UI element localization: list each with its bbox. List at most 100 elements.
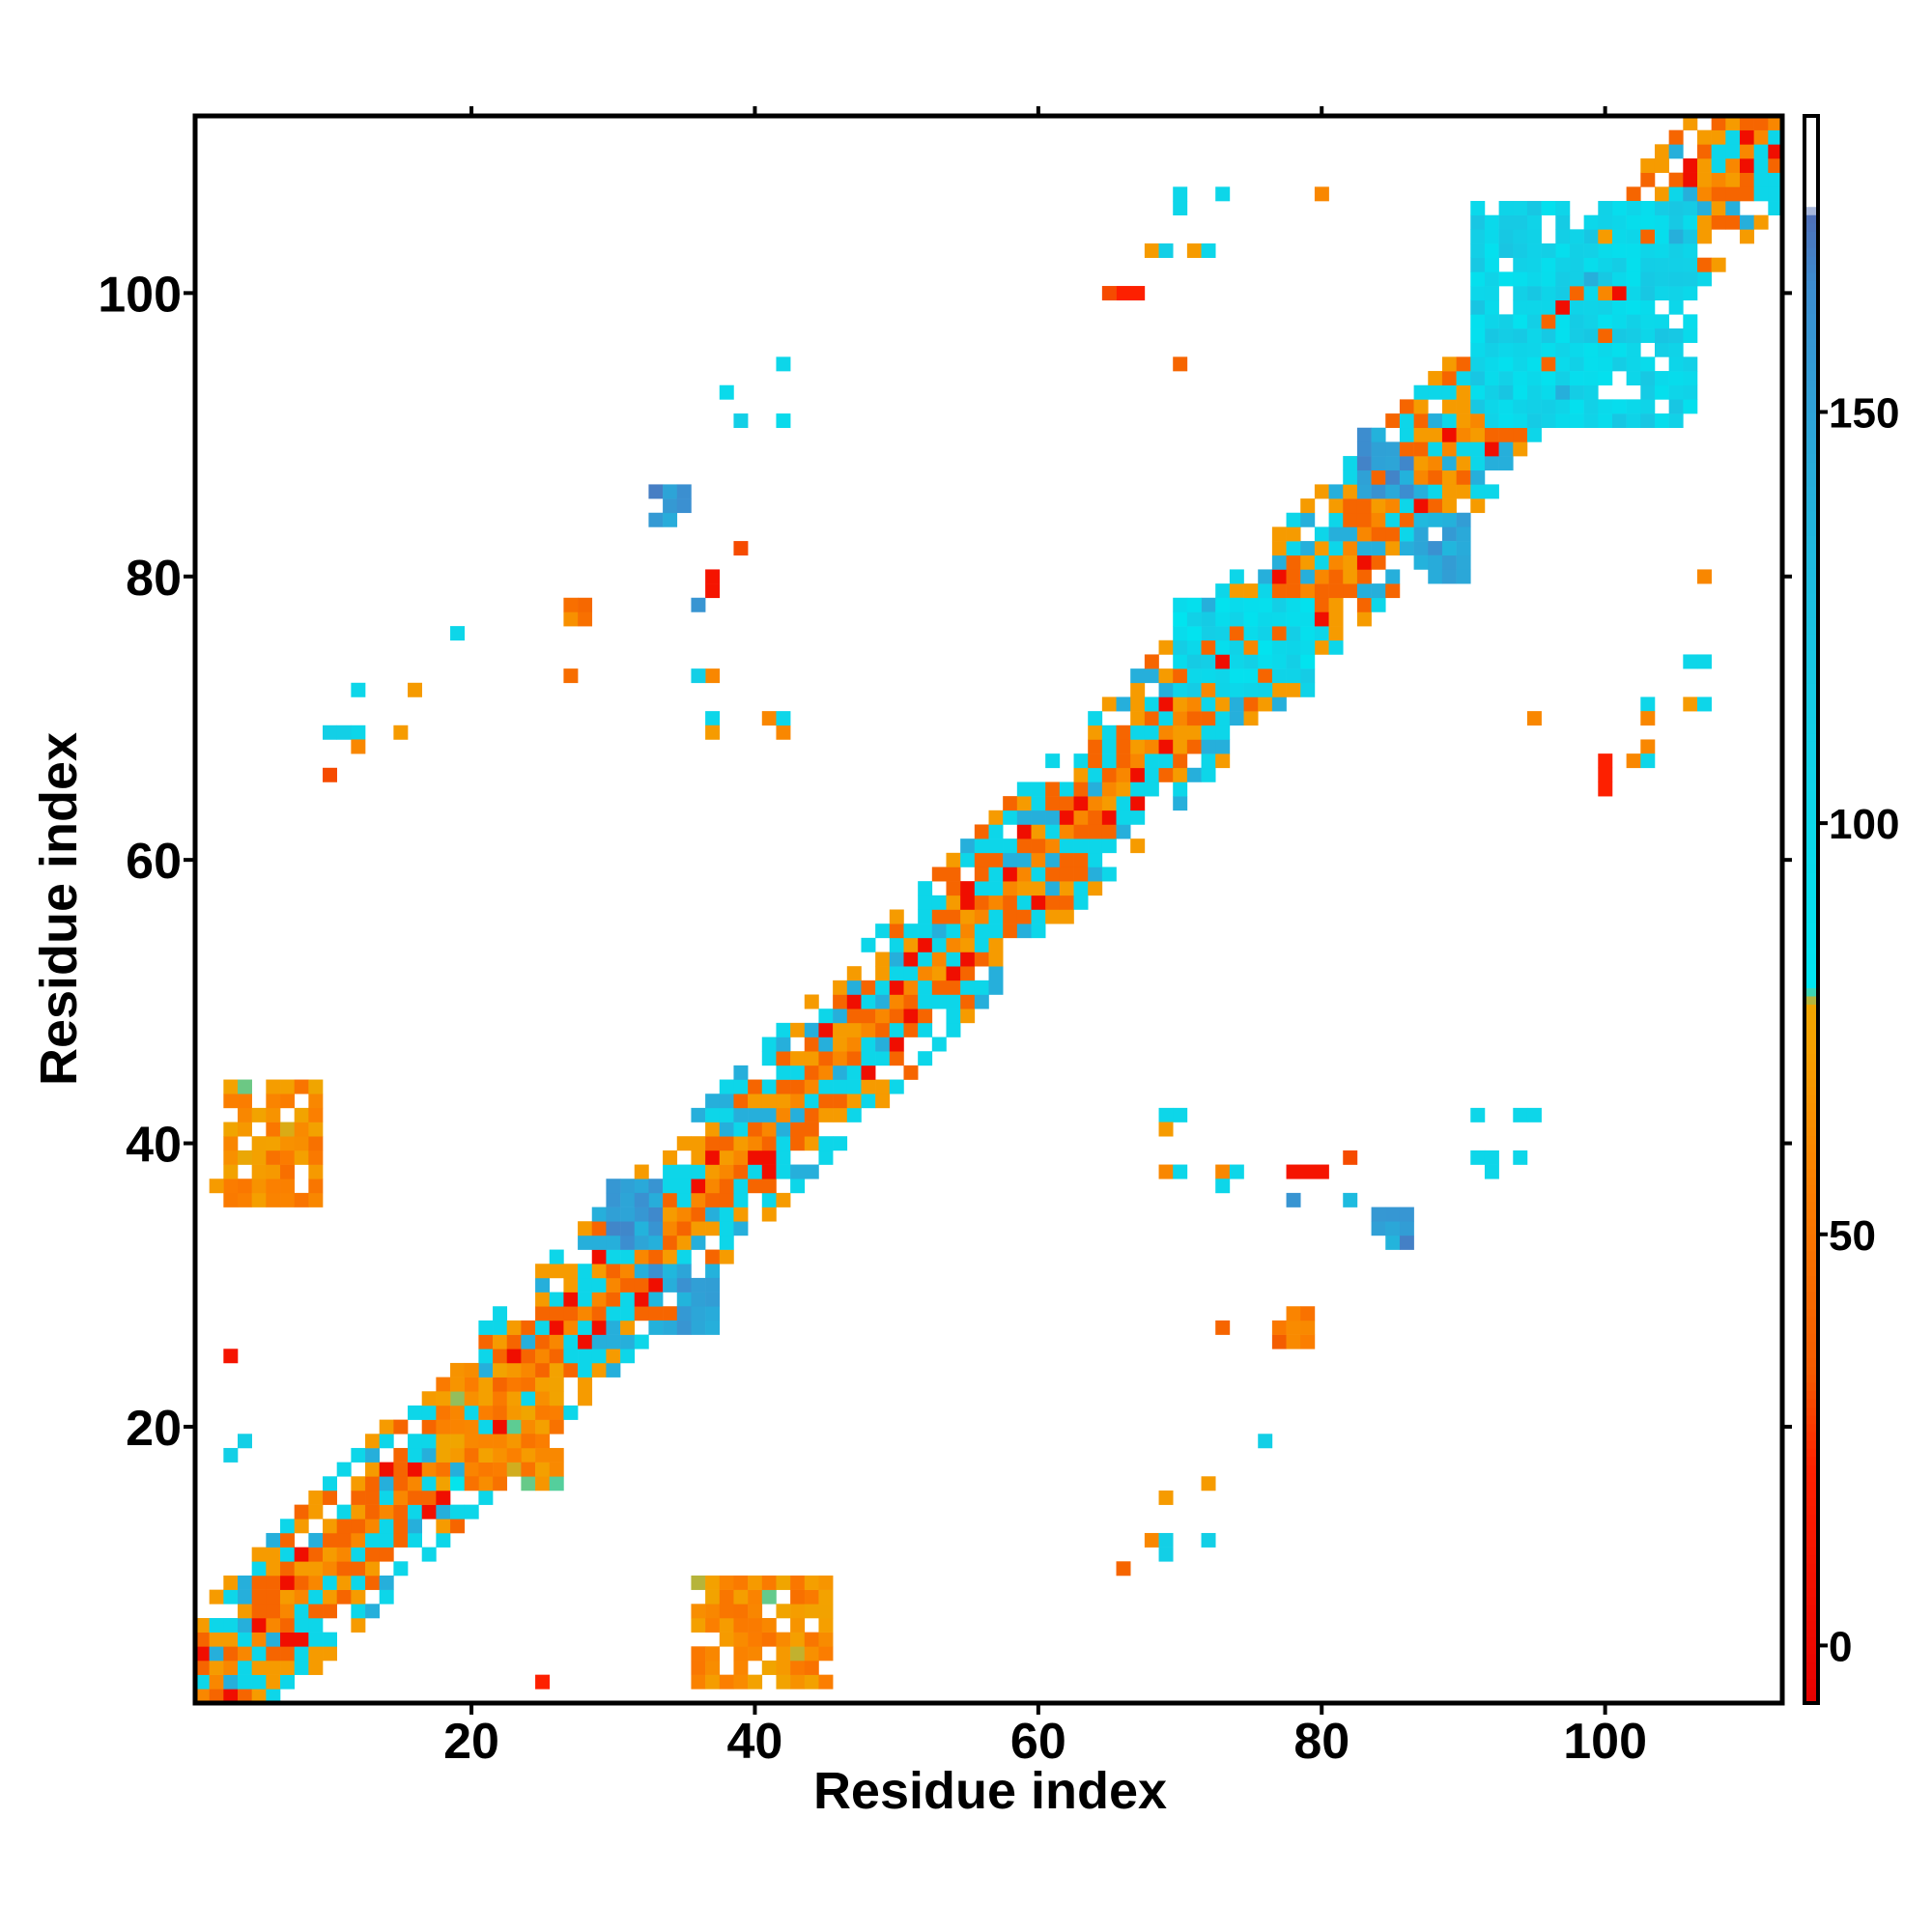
colorbar-segment: [1804, 1234, 1818, 1243]
heatmap-cell: [918, 966, 933, 981]
heatmap-cell: [1243, 682, 1259, 697]
heatmap-cell: [506, 1447, 522, 1463]
heatmap-cell: [1555, 299, 1571, 315]
heatmap-cell: [1696, 172, 1712, 187]
heatmap-cell: [1016, 895, 1032, 910]
heatmap-cell: [1456, 456, 1471, 471]
heatmap-cell: [818, 1051, 834, 1066]
colorbar-segment: [1804, 337, 1818, 347]
heatmap-cell: [478, 1490, 494, 1505]
heatmap-cell: [408, 1519, 423, 1534]
heatmap-cell: [336, 1561, 352, 1577]
heatmap-cell: [606, 1221, 621, 1236]
heatmap-cell: [719, 1136, 734, 1151]
colorbar-segment: [1804, 1119, 1818, 1128]
heatmap-cell: [889, 1079, 904, 1094]
heatmap-cell: [535, 1320, 551, 1335]
heatmap-cell: [960, 980, 976, 995]
heatmap-cell: [1683, 186, 1698, 202]
heatmap-cell: [308, 1164, 324, 1179]
heatmap-cell: [761, 1207, 777, 1222]
heatmap-cell: [790, 1136, 806, 1151]
heatmap-cell: [1470, 384, 1486, 400]
heatmap-cell: [1356, 512, 1372, 527]
heatmap-cell: [195, 1632, 210, 1647]
heatmap-cell: [1300, 654, 1316, 669]
heatmap-cell: [889, 1037, 904, 1052]
heatmap-cell: [1116, 824, 1131, 839]
heatmap-cell: [1300, 1306, 1316, 1321]
heatmap-cell: [421, 1462, 437, 1477]
colorbar-segment: [1804, 461, 1818, 470]
colorbar-segment: [1804, 1086, 1818, 1095]
heatmap-cell: [818, 1079, 834, 1094]
colorbar-segment: [1804, 1324, 1818, 1334]
colorbar-segment: [1804, 1579, 1818, 1589]
heatmap-cell: [294, 1575, 309, 1590]
heatmap-cell: [1484, 427, 1499, 442]
heatmap-cell: [931, 867, 947, 882]
colorbar-segment: [1804, 386, 1818, 397]
heatmap-cell: [1286, 1306, 1301, 1321]
heatmap-cell: [1711, 201, 1726, 215]
heatmap-cell: [280, 1122, 295, 1137]
heatmap-cell: [549, 1306, 564, 1321]
heatmap-cell: [620, 1221, 636, 1236]
heatmap-cell: [1626, 328, 1641, 344]
heatmap-cell: [1569, 371, 1584, 386]
heatmap-cell: [1399, 526, 1414, 542]
heatmap-cell: [988, 909, 1004, 924]
heatmap-cell: [1343, 498, 1358, 514]
heatmap-cell: [1215, 611, 1231, 627]
heatmap-cell: [663, 1207, 678, 1222]
heatmap-cell: [1598, 371, 1613, 386]
colorbar-segment: [1804, 683, 1818, 693]
heatmap-cell: [308, 1575, 324, 1590]
heatmap-cell: [379, 1575, 394, 1590]
heatmap-cell: [1598, 781, 1613, 797]
heatmap-cell: [1683, 696, 1698, 712]
heatmap-cell: [1696, 158, 1712, 173]
heatmap-cell: [748, 1150, 763, 1165]
heatmap-cell: [648, 1192, 664, 1208]
heatmap-cell: [833, 1079, 848, 1094]
heatmap-cell: [748, 1604, 763, 1619]
colorbar-segment: [1804, 1374, 1818, 1383]
heatmap-cell: [1541, 328, 1556, 344]
heatmap-cell: [506, 1377, 522, 1392]
heatmap-cell: [1569, 299, 1584, 315]
heatmap-cell: [1016, 810, 1032, 825]
heatmap-cell: [1399, 1207, 1414, 1222]
heatmap-cell: [1158, 1490, 1174, 1505]
heatmap-cell: [379, 1532, 394, 1548]
heatmap-cell: [648, 1207, 664, 1222]
heatmap-cell: [1456, 469, 1471, 485]
heatmap-cell: [676, 1179, 692, 1194]
heatmap-cell: [719, 1150, 734, 1165]
heatmap-cell: [1583, 399, 1599, 414]
heatmap-cell: [1385, 441, 1401, 457]
heatmap-cell: [1243, 626, 1259, 641]
heatmap-cell: [1513, 1150, 1528, 1165]
heatmap-cell: [1711, 172, 1726, 187]
heatmap-cell: [379, 1434, 394, 1449]
heatmap-cell: [223, 1136, 239, 1151]
heatmap-cell: [238, 1689, 252, 1703]
heatmap-cell: [861, 1079, 876, 1094]
colorbar-segment: [1804, 132, 1818, 142]
heatmap-cell: [266, 1532, 281, 1548]
heatmap-cell: [1569, 257, 1584, 272]
heatmap-cell: [1314, 626, 1329, 641]
colorbar-segment: [1804, 938, 1818, 948]
heatmap-cell: [1569, 286, 1584, 301]
heatmap-cell: [1045, 909, 1061, 924]
heatmap-cell: [634, 1207, 649, 1222]
heatmap-cell: [1526, 356, 1542, 372]
colorbar-segment: [1804, 156, 1818, 166]
heatmap-cell: [535, 1476, 551, 1492]
heatmap-cell: [804, 1632, 819, 1647]
colorbar-segment: [1804, 667, 1818, 676]
heatmap-cell: [1229, 1164, 1244, 1179]
heatmap-cell: [1470, 243, 1486, 258]
heatmap-cell: [1513, 271, 1528, 287]
